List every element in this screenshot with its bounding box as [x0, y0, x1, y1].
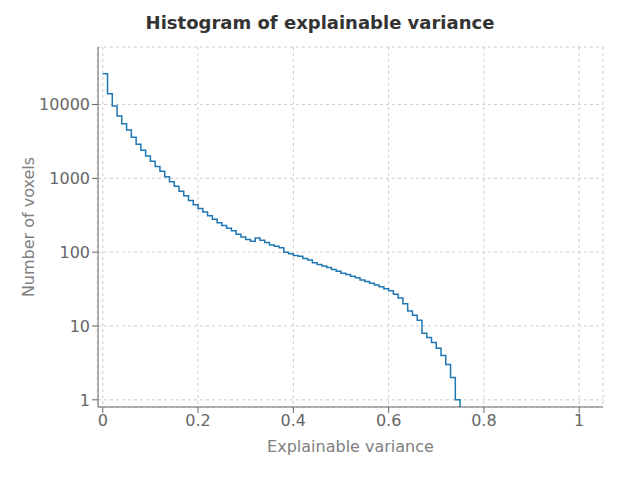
- svg-text:0: 0: [98, 411, 108, 430]
- svg-text:Number of voxels: Number of voxels: [19, 157, 38, 297]
- svg-text:0.6: 0.6: [376, 411, 401, 430]
- svg-text:0.8: 0.8: [471, 411, 496, 430]
- svg-text:100: 100: [59, 243, 90, 262]
- svg-text:0.4: 0.4: [281, 411, 306, 430]
- svg-text:1: 1: [80, 391, 90, 410]
- svg-text:0.2: 0.2: [185, 411, 210, 430]
- svg-text:1000: 1000: [49, 169, 90, 188]
- svg-text:10: 10: [70, 317, 90, 336]
- html-text:Histogram of explainable varia: Histogram of explainable variance: [145, 12, 495, 33]
- svg-text:1: 1: [574, 411, 584, 430]
- svg-text:Explainable variance: Explainable variance: [267, 437, 434, 456]
- svg-text:10000: 10000: [39, 95, 90, 114]
